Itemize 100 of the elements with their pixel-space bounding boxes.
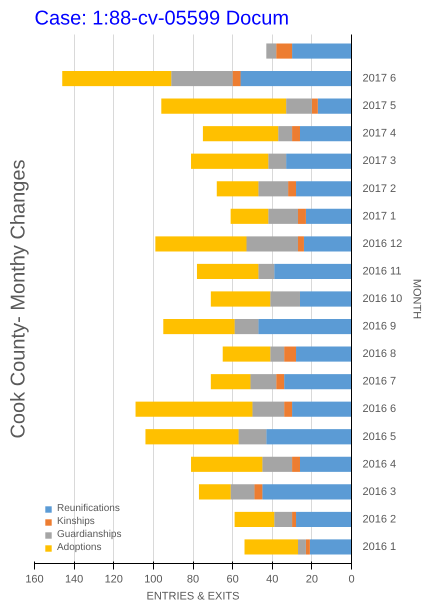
bar — [210, 291, 270, 307]
bar — [292, 456, 300, 472]
x-tick-label: 60 — [226, 574, 239, 586]
bar — [284, 374, 352, 390]
y-tick-label: 2016 1 — [362, 540, 396, 553]
bar — [276, 43, 292, 59]
x-tick-label: 80 — [186, 574, 200, 586]
bar — [254, 484, 262, 500]
x-axis-title: ENTRIES & EXITS — [146, 590, 240, 602]
y-tick-label: 2016 11 — [362, 265, 402, 278]
bar — [300, 456, 352, 472]
bar — [198, 484, 231, 500]
x-tick-label: 100 — [144, 574, 163, 586]
y-tick-label: 2016 12 — [362, 238, 402, 250]
bar — [191, 154, 268, 169]
bar — [230, 484, 254, 500]
bar — [136, 402, 252, 417]
bar — [296, 512, 352, 527]
y-tick-label: 2016 2 — [362, 513, 396, 526]
bar — [292, 512, 296, 527]
bar — [298, 208, 306, 224]
bar — [286, 154, 352, 169]
bar — [298, 236, 304, 252]
bar — [268, 208, 298, 224]
y-tick-label: 2016 3 — [362, 486, 396, 498]
x-tick-label: 20 — [306, 574, 318, 586]
bar — [266, 43, 276, 59]
bar — [274, 264, 352, 280]
x-tick-label: 120 — [104, 574, 123, 586]
bar — [191, 456, 262, 472]
y-tick-label: 2017 4 — [362, 128, 396, 140]
legend-label: Reunifications — [57, 503, 120, 514]
bar — [304, 236, 352, 252]
y-tick-label: 2016 8 — [362, 348, 396, 360]
bar — [246, 236, 298, 252]
bar — [238, 429, 266, 444]
bar — [262, 456, 292, 472]
y-tick-label: 2016 9 — [362, 320, 396, 333]
y-tick-label: 2017 5 — [362, 100, 396, 112]
text: Cook County- Monthy Changes — [8, 159, 30, 439]
y-tick-label: 2016 4 — [362, 458, 396, 470]
bar — [306, 539, 310, 555]
bar — [318, 98, 352, 114]
bar — [298, 539, 306, 555]
x-tick-label: 160 — [25, 574, 44, 586]
y-axis-title: MONTH — [410, 278, 422, 320]
bar — [276, 374, 284, 390]
bar — [161, 98, 286, 114]
bar — [296, 181, 352, 196]
bar — [262, 484, 352, 500]
bar — [145, 429, 239, 444]
bar — [258, 181, 288, 196]
bar — [284, 346, 296, 362]
y-tick-label: 2017 3 — [362, 155, 396, 168]
bar — [300, 291, 352, 307]
bar — [244, 539, 298, 555]
bar — [202, 126, 278, 142]
legend-label: Adoptions — [57, 542, 102, 553]
bar — [252, 402, 284, 417]
y-tick-label: 2017 1 — [362, 210, 396, 222]
x-tick-label: 0 — [348, 574, 355, 586]
bar — [292, 43, 352, 59]
bar — [222, 346, 270, 362]
y-tick-label: 2017 6 — [362, 72, 396, 85]
bar — [268, 154, 286, 169]
bar — [288, 181, 296, 196]
bar — [234, 512, 274, 527]
bar — [310, 539, 352, 555]
x-tick-label: 40 — [266, 574, 278, 586]
bar — [296, 346, 352, 362]
legend-label: Guardianships — [57, 529, 122, 540]
bar — [196, 264, 258, 280]
y-tick-label: 2017 2 — [362, 182, 396, 195]
text: Case: 1:88-cv-05599 Docum — [34, 8, 290, 30]
bar — [240, 71, 352, 86]
bar — [306, 208, 352, 224]
y-tick-label: 2016 7 — [362, 376, 396, 388]
bar — [234, 318, 258, 334]
bar — [62, 71, 172, 86]
x-tick-label: 140 — [64, 574, 84, 586]
bar — [284, 402, 292, 417]
bar — [155, 236, 246, 252]
bar — [278, 126, 292, 142]
bar — [286, 98, 312, 114]
bar — [300, 126, 352, 142]
bar — [270, 346, 284, 362]
y-tick-label: 2016 10 — [362, 293, 402, 305]
bar — [258, 264, 274, 280]
bar — [216, 181, 258, 196]
bar — [210, 374, 250, 390]
bar — [270, 291, 300, 307]
bar — [292, 126, 300, 142]
bar — [266, 429, 352, 444]
bar — [163, 318, 235, 334]
legend-label: Kinships — [57, 516, 95, 527]
bar — [258, 318, 352, 334]
bar — [230, 208, 268, 224]
bar — [232, 71, 241, 86]
bar — [171, 71, 233, 86]
bar — [274, 512, 292, 527]
